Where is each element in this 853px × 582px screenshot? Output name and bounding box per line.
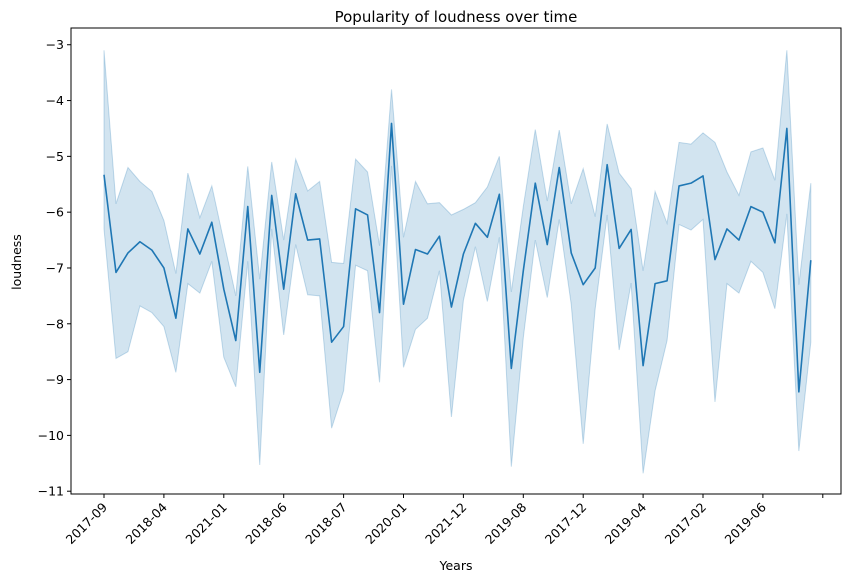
x-tick-label: 2021-01 xyxy=(182,500,230,548)
x-tick-label: 2019-04 xyxy=(602,499,650,547)
x-tick-label: 2017-12 xyxy=(542,500,590,548)
x-tick-label: 2018-07 xyxy=(302,500,350,548)
y-axis: −11 −10 −9 −8 −7 −6 −5 −4 −3 xyxy=(38,37,71,499)
x-axis: 2017-09 2018-04 2021-01 2018-06 2018-07 2020-… xyxy=(63,494,824,548)
plot-area xyxy=(103,50,812,474)
y-tick-label: −3 xyxy=(46,37,64,52)
y-tick-label: −11 xyxy=(38,484,64,499)
plot-frame xyxy=(70,27,842,495)
x-tick-label: 2018-06 xyxy=(242,499,290,547)
x-tick-label: 2021-12 xyxy=(422,500,470,548)
x-tick-label: 2017-02 xyxy=(662,500,710,548)
series-line xyxy=(103,122,812,393)
y-tick-label: −6 xyxy=(46,205,64,220)
y-tick-label: −9 xyxy=(46,372,64,387)
x-tick-label: 2018-04 xyxy=(122,499,170,547)
y-axis-title: loudness xyxy=(9,234,24,290)
x-axis-title: Years xyxy=(439,558,473,573)
x-tick-label: 2017-09 xyxy=(63,499,111,547)
x-tick-label: 2019-08 xyxy=(482,499,530,547)
y-tick-label: −7 xyxy=(46,260,64,275)
y-tick-label: −4 xyxy=(46,93,64,108)
x-tick-label: 2020-01 xyxy=(362,500,410,548)
y-tick-label: −8 xyxy=(46,316,64,331)
y-tick-label: −5 xyxy=(46,149,64,164)
x-tick-label: 2019-06 xyxy=(721,499,769,547)
confidence-band xyxy=(103,50,812,474)
y-tick-label: −10 xyxy=(38,428,64,443)
chart-title: Popularity of loudness over time xyxy=(335,8,578,26)
